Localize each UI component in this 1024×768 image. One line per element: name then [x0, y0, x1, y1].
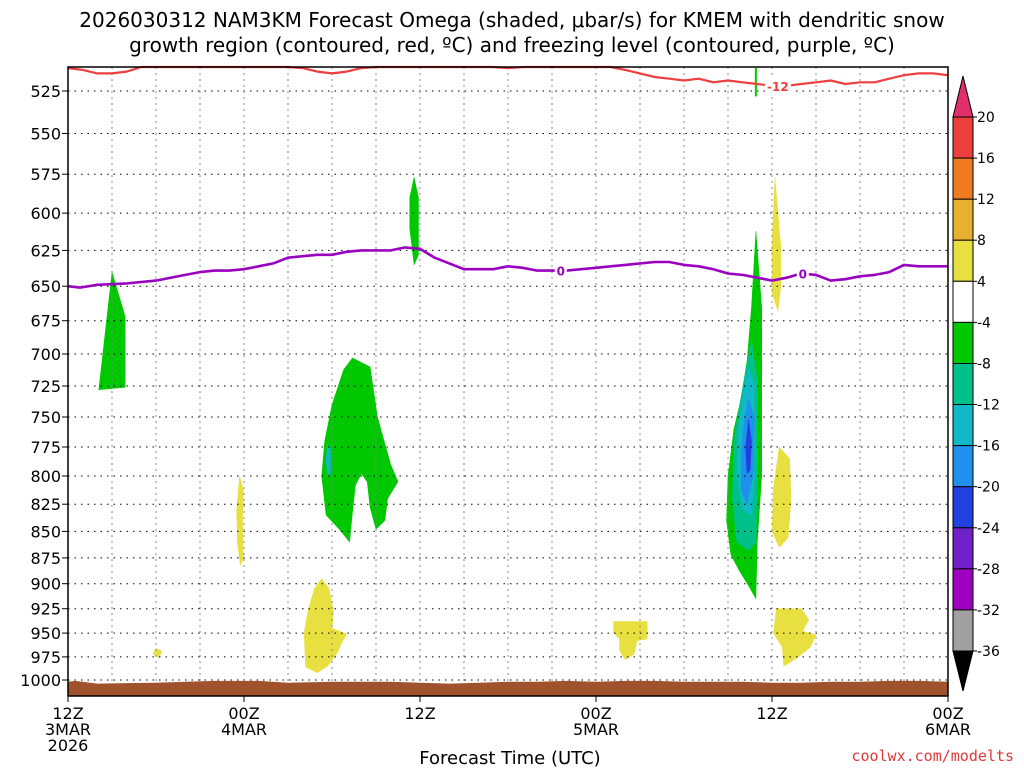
colorbar-tick-label: -12: [977, 398, 1000, 414]
x-tick-label: 6MAR: [925, 720, 971, 739]
omega-region-4: [613, 621, 648, 660]
colorbar-tick-label: 16: [977, 151, 995, 167]
y-tick-label: 850: [30, 522, 61, 541]
y-tick-label: 600: [30, 204, 61, 223]
colorbar-tick-label: -20: [977, 480, 1000, 496]
freezing-level-label: 0: [557, 265, 565, 279]
y-tick-label: 750: [30, 408, 61, 427]
omega-region--4: [321, 357, 399, 543]
colorbar-box: [952, 445, 974, 488]
colorbar-tick-label: 12: [977, 192, 995, 208]
y-tick-label: 900: [30, 575, 61, 594]
omega-region--8: [325, 444, 331, 477]
y-tick-label: 825: [30, 495, 61, 514]
y-tick-label: 700: [30, 345, 61, 364]
colorbar-box: [952, 116, 974, 159]
plot-frame: [67, 66, 949, 697]
colorbar-tick-label: -16: [977, 439, 1000, 455]
y-tick-label: 625: [30, 241, 61, 260]
x-tick-label: 4MAR: [221, 720, 267, 739]
colorbar-tick-label: 20: [977, 110, 995, 126]
freezing-level-label-bg: [796, 265, 809, 281]
y-tick-label: 950: [30, 624, 61, 643]
x-axis-label: Forecast Time (UTC): [419, 748, 600, 768]
colorbar-box: [952, 527, 974, 570]
colorbar-bottom-arrow: [952, 650, 974, 692]
colorbar-top-arrow: [952, 75, 974, 118]
plot-background: [68, 67, 948, 696]
y-tick-label: 800: [30, 467, 61, 486]
chart-title-line1: 2026030312 NAM3KM Forecast Omega (shaded…: [79, 8, 944, 32]
x-tick-label: 3MAR: [45, 720, 91, 739]
colorbar-box: [952, 157, 974, 200]
omega-shading: [98, 67, 817, 673]
colorbar-box: [952, 609, 974, 652]
colorbar-tick-label: 8: [977, 233, 986, 249]
colorbar-box: [952, 198, 974, 241]
colorbar: 20 16 12 8 4 -4 -8 -12 -16 -20 -24 -28 -32 -36: [952, 75, 1000, 692]
omega-region--4: [98, 271, 126, 391]
y-tick-label: 875: [30, 549, 61, 568]
colorbar-box: [952, 321, 974, 364]
x-tick-label: 12Z: [404, 704, 435, 723]
y-tick-label: 925: [30, 600, 61, 619]
terrain-layer: [68, 680, 948, 696]
omega-region-4: [773, 608, 817, 667]
colorbar-tick-label: -8: [977, 357, 991, 373]
plot-area: 0 0 -12: [67, 65, 949, 697]
omega-region--4: [409, 177, 419, 266]
colorbar-tick-label: -4: [977, 315, 991, 331]
omega-region--4: [754, 67, 757, 97]
colorbar-tick-label: -24: [977, 521, 1000, 537]
colorbar-box: [952, 404, 974, 447]
x-tick-label: 00Z: [932, 704, 963, 723]
x-tick-label: 00Z: [580, 704, 611, 723]
y-tick-label: 575: [30, 165, 61, 184]
y-tick-label: 1000: [20, 671, 61, 690]
x-tick-label: 12Z: [756, 704, 787, 723]
colorbar-box: [952, 239, 974, 282]
x-tick-label: 00Z: [228, 704, 259, 723]
y-tick-label: 975: [30, 648, 61, 667]
y-tick-label: 550: [30, 125, 61, 144]
colorbar-box: [952, 486, 974, 529]
y-tick-label: 775: [30, 438, 61, 457]
omega-region-4: [303, 578, 347, 673]
omega-region-4: [152, 648, 163, 659]
y-tick-label: 650: [30, 277, 61, 296]
x-tick-label: 2026: [48, 736, 89, 755]
colorbar-box: [952, 363, 974, 406]
omega-region-4: [236, 475, 244, 566]
omega-region-4: [771, 446, 792, 548]
freezing-level-label-bg: [554, 262, 567, 278]
colorbar-box: [952, 280, 974, 323]
x-tick-label: 5MAR: [573, 720, 619, 739]
dgz-label-bg: [764, 78, 791, 93]
omega-region--20: [745, 419, 752, 474]
chart-title-line2: growth region (contoured, red, ºC) and f…: [129, 33, 895, 57]
colorbar-tick-label: -32: [977, 603, 1000, 619]
credit-text: coolwx.com/modelts: [851, 747, 1014, 765]
y-tick-label: 525: [30, 82, 61, 101]
y-tick-label: 725: [30, 377, 61, 396]
x-tick-label: 12Z: [52, 704, 83, 723]
terrain-fill: [68, 680, 948, 696]
dgz-contour-label: -12: [767, 80, 789, 94]
colorbar-box: [952, 568, 974, 611]
y-tick-label: 675: [30, 312, 61, 331]
freezing-level-label: 0: [799, 268, 807, 282]
y-axis: 525 550 575 600 625 650 675 700 725 750 775 800 825 8…: [20, 82, 68, 690]
colorbar-tick-label: -28: [977, 562, 1000, 578]
colorbar-tick-label: -36: [977, 644, 1000, 660]
colorbar-tick-label: 4: [977, 274, 986, 290]
